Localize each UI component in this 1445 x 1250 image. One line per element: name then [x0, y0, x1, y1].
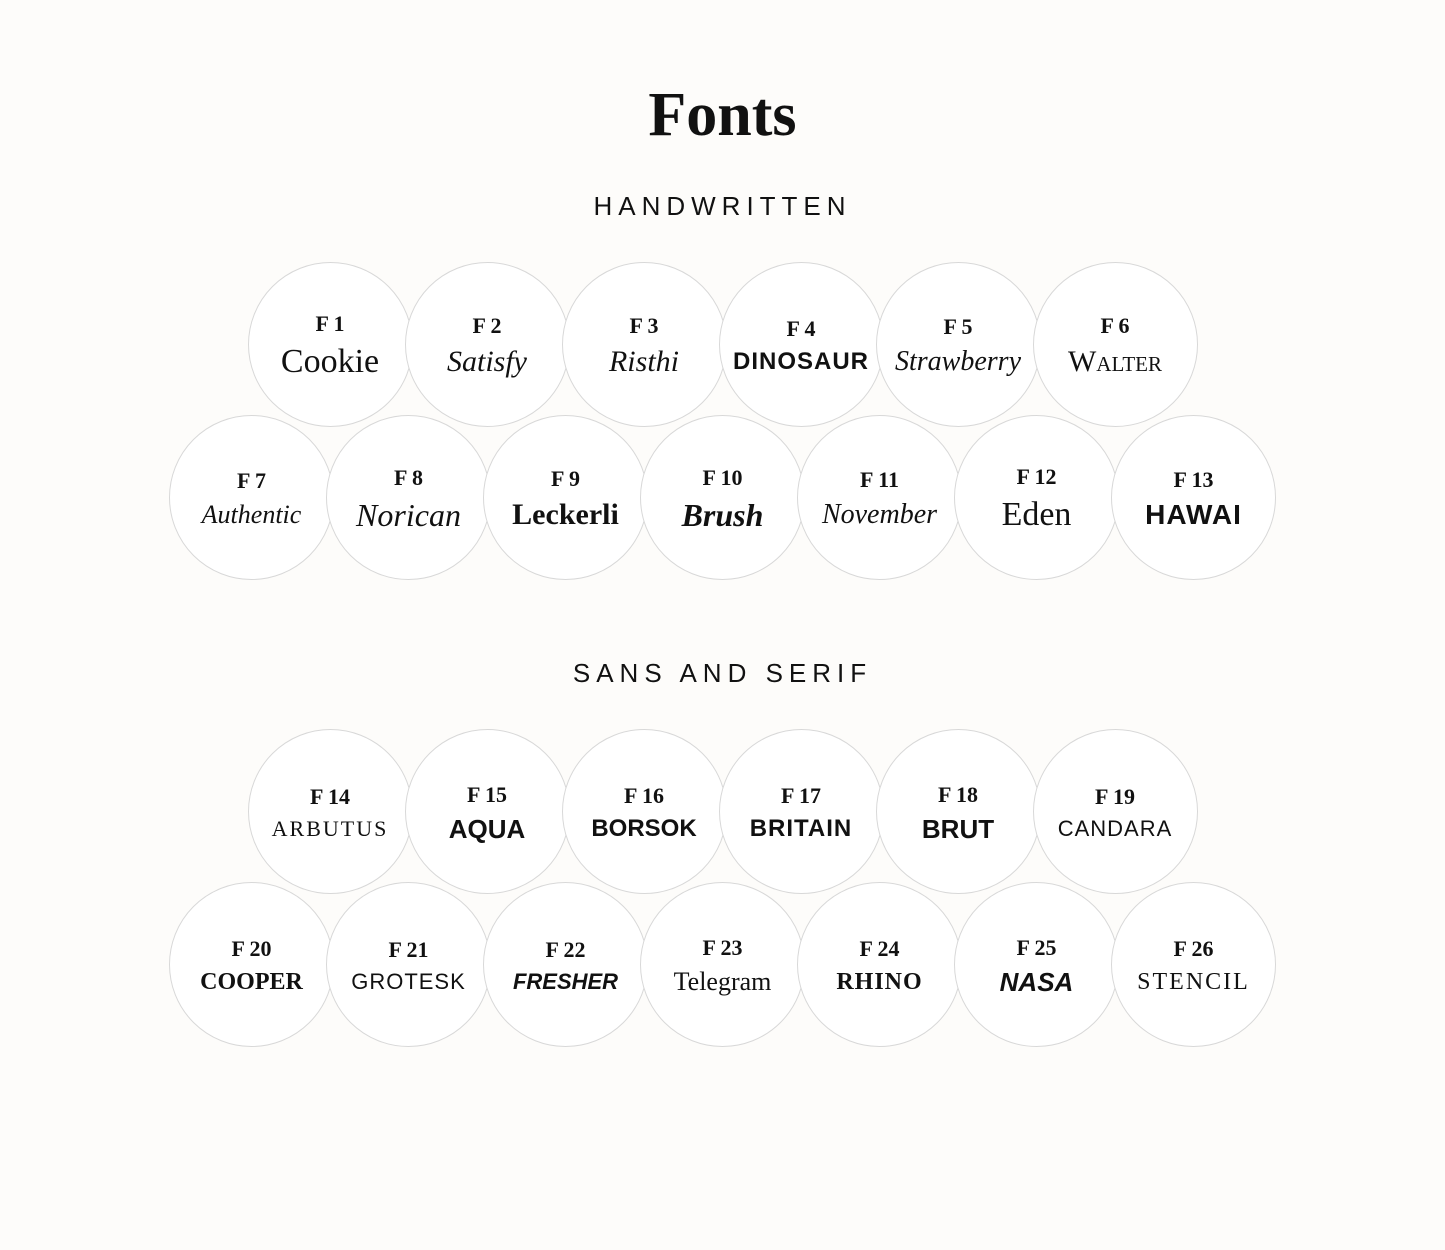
font-name: AQUA: [449, 816, 526, 842]
font-name: GROTESK: [351, 971, 466, 993]
font-name: BRITAIN: [750, 817, 853, 841]
font-code: F 25: [1016, 935, 1056, 961]
sans-serif-row-1: F 14 ARBUTUS F 15 AQUA F 16 BORSOK F 17 BRITAIN…: [20, 729, 1425, 894]
font-code: F 10: [702, 465, 742, 491]
font-code: F 20: [231, 936, 271, 962]
font-name: Cookie: [281, 345, 379, 379]
font-name: November: [822, 501, 937, 529]
font-code: F 16: [624, 783, 664, 809]
font-code: F 18: [938, 782, 978, 808]
font-swatch: F 17 BRITAIN: [719, 729, 884, 894]
font-swatch: F 21 GROTESK: [326, 882, 491, 1047]
font-swatch: F 16 BORSOK: [562, 729, 727, 894]
font-name: Risthi: [609, 347, 679, 377]
handwritten-row-1: F 1CookieF 2SatisfyF 3RisthiF 4DINOSAURF…: [20, 262, 1425, 427]
font-code: F 26: [1173, 936, 1213, 962]
font-name: COOPER: [200, 970, 303, 994]
font-swatch: F 22 FRESHER: [483, 882, 648, 1047]
font-swatch: F 25 NASA: [954, 882, 1119, 1047]
font-code: F 19: [1095, 784, 1135, 810]
font-swatch: F 19 CANDARA: [1033, 729, 1198, 894]
font-name: ARBUTUS: [272, 818, 389, 840]
font-swatch: F 14 ARBUTUS: [248, 729, 413, 894]
font-code: F 17: [781, 783, 821, 809]
sans-serif-row-2: F 20 COOPER F 21 GROTESK F 22 FRESHER F 23 Tele…: [20, 882, 1425, 1047]
font-name: DINOSAUR: [733, 350, 869, 374]
font-swatch: F 15 AQUA: [405, 729, 570, 894]
font-swatch: F 12 Eden: [954, 415, 1119, 580]
font-swatch: F 1 Cookie: [248, 262, 413, 427]
font-code: F 23: [702, 935, 742, 961]
font-name: RHINO: [836, 970, 922, 994]
font-swatch: F 6 Walter: [1033, 262, 1198, 427]
font-swatch: F 4 DINOSAUR: [719, 262, 884, 427]
font-name: Walter: [1068, 347, 1162, 377]
font-name: NASA: [1000, 969, 1074, 995]
font-name: Strawberry: [895, 348, 1021, 376]
font-code: F 13: [1173, 467, 1213, 493]
font-name: BORSOK: [591, 817, 696, 841]
font-swatch: F 9 Leckerli: [483, 415, 648, 580]
font-code: F 6: [1100, 313, 1129, 339]
font-code: F 9: [551, 466, 580, 492]
font-swatch: F 2 Satisfy: [405, 262, 570, 427]
font-code: F 4: [786, 316, 815, 342]
font-swatch: F 23 Telegram: [640, 882, 805, 1047]
font-swatch: F 7 Authentic: [169, 415, 334, 580]
font-swatch: F 18 BRUT: [876, 729, 1041, 894]
font-name: Hawai: [1145, 501, 1242, 529]
font-name: CANDARA: [1058, 818, 1173, 840]
font-code: F 24: [859, 936, 899, 962]
font-code: F 1: [315, 311, 344, 337]
section-label-sans-serif: SANS AND SERIF: [20, 658, 1425, 689]
font-name: STENCIL: [1137, 970, 1250, 994]
font-swatch: F 13 Hawai: [1111, 415, 1276, 580]
font-code: F 21: [388, 937, 428, 963]
font-code: F 8: [394, 465, 423, 491]
font-code: F 12: [1016, 464, 1056, 490]
font-code: F 14: [310, 784, 350, 810]
font-swatch: F 5 Strawberry: [876, 262, 1041, 427]
font-name: BRUT: [922, 816, 994, 842]
font-swatch: F 3 Risthi: [562, 262, 727, 427]
font-swatch: F 24 RHINO: [797, 882, 962, 1047]
font-swatch: F 11 November: [797, 415, 962, 580]
font-code: F 7: [237, 468, 266, 494]
font-swatch: F 8 Norican: [326, 415, 491, 580]
font-code: F 11: [860, 467, 899, 493]
font-swatch: F 20 COOPER: [169, 882, 334, 1047]
font-swatch: F 10 Brush: [640, 415, 805, 580]
font-name: Eden: [1002, 498, 1072, 532]
font-name: FRESHER: [513, 971, 618, 993]
font-name: Norican: [356, 499, 461, 531]
font-name: Leckerli: [512, 500, 619, 530]
font-code: F 2: [472, 313, 501, 339]
font-name: Satisfy: [447, 347, 527, 377]
font-code: F 15: [467, 782, 507, 808]
font-name: Telegram: [674, 969, 772, 995]
page-title: Fonts: [20, 80, 1425, 151]
font-name: Brush: [682, 499, 764, 531]
font-code: F 3: [629, 313, 658, 339]
font-name: Authentic: [202, 502, 302, 528]
font-swatch: F 26 STENCIL: [1111, 882, 1276, 1047]
font-code: F 5: [943, 314, 972, 340]
font-code: F 22: [545, 937, 585, 963]
handwritten-row-2: F 7 Authentic F 8 Norican F 9 Leckerli F 10 Bru…: [20, 415, 1425, 580]
section-label-handwritten: HANDWRITTEN: [20, 191, 1425, 222]
